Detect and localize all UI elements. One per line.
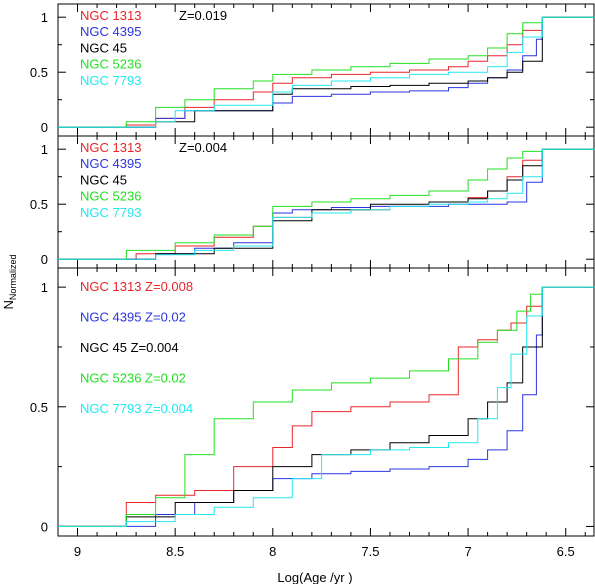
legend-entry: NGC 4395 Z=0.02: [80, 310, 186, 325]
legend-entry: NGC 4395: [80, 156, 141, 171]
series-line-ngc-1313: [58, 286, 595, 527]
x-tick-label: 8.5: [166, 544, 184, 559]
y-tick-label: 1: [41, 280, 48, 295]
series-line-ngc-45: [58, 286, 595, 527]
legend-entry: NGC 5236 Z=0.02: [80, 371, 186, 386]
y-tick-label: 1: [41, 10, 48, 25]
series-line-ngc-5236: [58, 16, 595, 128]
series-line-ngc-4395: [58, 148, 595, 260]
y-tick-label: 0: [41, 519, 48, 534]
y-axis-title-sub: Normalized: [8, 255, 18, 301]
panel-bottom: 0 0.5 1 NGC 1313 Z=0.008 NGC 4395 Z=0.02 NGC …: [30, 267, 595, 537]
panel-frame: [57, 267, 595, 537]
series-line-ngc-7793: [58, 16, 595, 128]
y-axis-title: NNormalized: [1, 255, 18, 310]
legend-entry: NGC 5236: [80, 57, 141, 72]
y-tick-label: 0.5: [30, 65, 48, 80]
series-line-ngc-5236: [58, 286, 595, 527]
series-line-ngc-5236: [58, 148, 595, 260]
legend-entry: NGC 7793: [80, 73, 141, 88]
legend-entry: NGC 45: [80, 40, 127, 55]
legend-entry: NGC 1313: [80, 140, 141, 155]
x-tick-label: 6.5: [557, 544, 575, 559]
x-tick-label: 8: [269, 544, 276, 559]
metallicity-label: Z=0.004: [179, 140, 227, 155]
x-axis: 9 8.5 8 7.5 7 6.5: [74, 544, 575, 559]
legend-entry: NGC 45 Z=0.004: [80, 340, 179, 355]
y-tick-label: 0: [41, 120, 48, 135]
legend-entry: NGC 7793 Z=0.004: [80, 401, 193, 416]
x-tick-label: 9: [74, 544, 81, 559]
metallicity-label: Z=0.019: [179, 8, 227, 23]
y-tick-label: 0.5: [30, 400, 48, 415]
x-axis-title: Log(Age /yr ): [277, 570, 352, 584]
series-line-ngc-7793: [58, 286, 595, 527]
y-tick-label: 0: [41, 252, 48, 267]
legend-entry: NGC 4395: [80, 24, 141, 39]
legend-entry: NGC 1313 Z=0.008: [80, 279, 193, 294]
legend-entry: NGC 45: [80, 172, 127, 187]
series-line-ngc-7793: [58, 148, 595, 260]
y-axis-title-main: N: [1, 300, 16, 309]
y-tick-label: 1: [41, 142, 48, 157]
y-tick-label: 0.5: [30, 197, 48, 212]
x-tick-label: 7.5: [361, 544, 379, 559]
x-tick-label: 7: [464, 544, 471, 559]
svg-text:NNormalized: NNormalized: [1, 255, 18, 310]
legend-entry: NGC 5236: [80, 189, 141, 204]
legend-entry: NGC 7793: [80, 205, 141, 220]
legend-entry: NGC 1313: [80, 8, 141, 23]
